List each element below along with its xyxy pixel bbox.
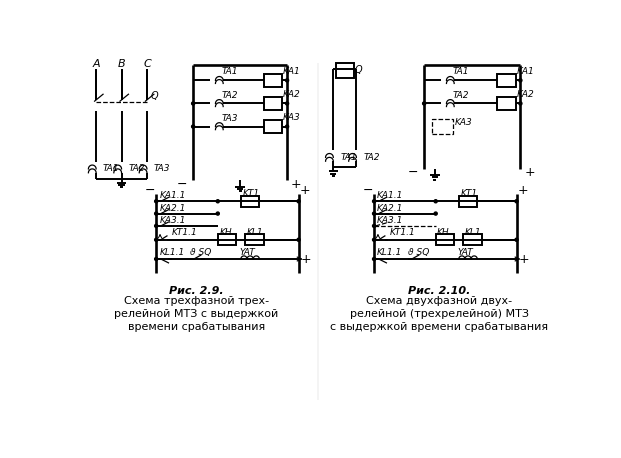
Text: TA1: TA1 bbox=[103, 164, 120, 174]
Text: +: + bbox=[517, 184, 528, 197]
Bar bbox=[497, 74, 516, 87]
Bar bbox=[241, 196, 260, 207]
Text: KT1: KT1 bbox=[460, 189, 478, 198]
Text: +: + bbox=[291, 178, 302, 191]
Circle shape bbox=[155, 257, 158, 261]
Bar bbox=[497, 97, 516, 109]
Bar bbox=[459, 196, 478, 207]
Text: ϑ SQ: ϑ SQ bbox=[408, 248, 429, 257]
Circle shape bbox=[297, 238, 300, 241]
Text: KA2: KA2 bbox=[283, 90, 301, 99]
Circle shape bbox=[216, 212, 219, 215]
Circle shape bbox=[434, 200, 437, 203]
Text: −: − bbox=[407, 166, 418, 179]
Circle shape bbox=[286, 102, 289, 105]
Circle shape bbox=[286, 125, 289, 128]
Text: KL1.1: KL1.1 bbox=[159, 248, 184, 257]
Text: KA1: KA1 bbox=[283, 66, 301, 76]
Text: Q: Q bbox=[355, 65, 363, 76]
Text: KH: KH bbox=[219, 228, 232, 237]
Circle shape bbox=[192, 125, 194, 128]
Bar bbox=[264, 120, 283, 133]
Circle shape bbox=[519, 79, 522, 82]
Circle shape bbox=[286, 79, 289, 82]
Text: Схема двухфазной двух-
релейной (трехрелейной) МТЗ
с выдержкой времени срабатыва: Схема двухфазной двух- релейной (трехрел… bbox=[330, 296, 548, 333]
Text: KA3.1: KA3.1 bbox=[377, 216, 404, 225]
Text: +: + bbox=[524, 166, 535, 179]
Circle shape bbox=[373, 200, 376, 203]
Circle shape bbox=[423, 102, 425, 105]
Text: Рис. 2.10.: Рис. 2.10. bbox=[409, 286, 471, 296]
Text: Q: Q bbox=[151, 91, 158, 101]
Circle shape bbox=[155, 224, 158, 228]
Circle shape bbox=[434, 212, 437, 215]
Text: −: − bbox=[363, 184, 373, 197]
Circle shape bbox=[373, 238, 376, 241]
Bar bbox=[436, 234, 454, 245]
Bar bbox=[264, 97, 283, 109]
Text: Схема трехфазной трех-
релейной МТЗ с выдержкой
времени срабатывания: Схема трехфазной трех- релейной МТЗ с вы… bbox=[114, 296, 278, 333]
Text: KL1: KL1 bbox=[465, 228, 481, 237]
Bar bbox=[245, 234, 264, 245]
Text: TA2: TA2 bbox=[129, 164, 145, 174]
Text: TA3: TA3 bbox=[222, 114, 238, 123]
Text: KH: KH bbox=[437, 228, 450, 237]
Text: KT1.1: KT1.1 bbox=[389, 228, 415, 237]
Circle shape bbox=[515, 200, 518, 203]
Bar bbox=[432, 119, 453, 134]
Text: TA1: TA1 bbox=[453, 67, 469, 76]
Circle shape bbox=[155, 212, 158, 215]
Text: KA3.1: KA3.1 bbox=[159, 216, 186, 225]
Text: TA2: TA2 bbox=[222, 91, 238, 99]
Text: B: B bbox=[118, 59, 125, 69]
Text: TA1: TA1 bbox=[340, 153, 356, 162]
Text: KT1.1: KT1.1 bbox=[171, 228, 197, 237]
Text: KA2.1: KA2.1 bbox=[377, 204, 404, 213]
Circle shape bbox=[216, 200, 219, 203]
Text: ϑ SQ: ϑ SQ bbox=[190, 248, 211, 257]
Text: A: A bbox=[93, 59, 100, 69]
Text: KA1.1: KA1.1 bbox=[159, 191, 186, 200]
Text: +: + bbox=[301, 252, 312, 266]
Circle shape bbox=[155, 238, 158, 241]
Text: TA3: TA3 bbox=[154, 164, 170, 174]
Text: KA2.1: KA2.1 bbox=[159, 204, 186, 213]
Text: C: C bbox=[143, 59, 151, 69]
Bar bbox=[335, 63, 354, 78]
Circle shape bbox=[519, 102, 522, 105]
Text: Рис. 2.9.: Рис. 2.9. bbox=[169, 286, 224, 296]
Text: KA3: KA3 bbox=[283, 113, 301, 122]
Text: KA3: KA3 bbox=[455, 118, 473, 127]
Circle shape bbox=[373, 212, 376, 215]
Circle shape bbox=[192, 102, 194, 105]
Text: KA2: KA2 bbox=[517, 90, 534, 99]
Text: KL1: KL1 bbox=[247, 228, 264, 237]
Text: TA2: TA2 bbox=[453, 91, 469, 99]
Text: YAT: YAT bbox=[239, 248, 255, 257]
Circle shape bbox=[155, 200, 158, 203]
Bar bbox=[463, 234, 482, 245]
Circle shape bbox=[297, 200, 300, 203]
Text: YAT: YAT bbox=[457, 248, 473, 257]
Text: −: − bbox=[176, 178, 187, 191]
Text: +: + bbox=[299, 184, 310, 197]
Text: KA1.1: KA1.1 bbox=[377, 191, 404, 200]
Text: KL1.1: KL1.1 bbox=[377, 248, 402, 257]
Text: TA1: TA1 bbox=[222, 67, 238, 76]
Text: −: − bbox=[145, 184, 155, 197]
Text: KT1: KT1 bbox=[242, 189, 260, 198]
Text: TA2: TA2 bbox=[363, 153, 380, 162]
Circle shape bbox=[515, 238, 518, 241]
Text: +: + bbox=[519, 252, 530, 266]
Text: KA1: KA1 bbox=[517, 66, 534, 76]
Circle shape bbox=[373, 257, 376, 261]
Bar bbox=[264, 74, 283, 87]
Bar bbox=[218, 234, 236, 245]
Circle shape bbox=[373, 224, 376, 228]
